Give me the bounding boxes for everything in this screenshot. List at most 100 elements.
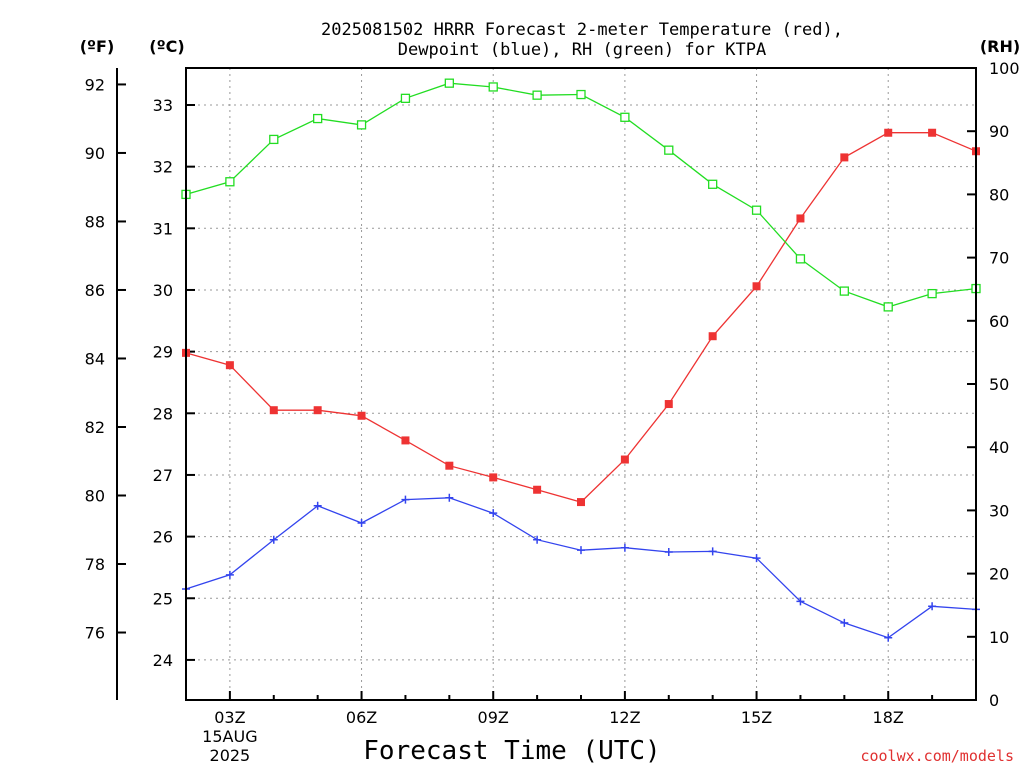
celsius-tick-label: 29	[153, 343, 173, 362]
rh-tick-label: 90	[989, 122, 1009, 141]
fahrenheit-tick-label: 76	[85, 624, 105, 643]
temperature-line	[185, 132, 977, 503]
dewpoint-point	[489, 509, 498, 518]
rh-axis: 0 10 20 30 40 50 60 70 80 90 100	[967, 59, 1020, 710]
dewpoint-point	[884, 633, 893, 642]
rh-unit-label: (RH)	[980, 37, 1020, 56]
x-axis-label: Forecast Time (UTC)	[363, 736, 660, 766]
temperature-point	[489, 473, 498, 482]
x-tick-label: 12Z	[609, 708, 640, 727]
x-tick-label: 06Z	[346, 708, 377, 727]
dewpoint-point	[357, 519, 366, 528]
dewpoint-point	[225, 570, 234, 579]
rh-point	[927, 288, 937, 299]
rh-tick-label: 10	[989, 628, 1009, 647]
credit-text: coolwx.com/models	[860, 747, 1014, 765]
rh-tick-label: 30	[989, 501, 1009, 520]
plot-frame	[185, 67, 977, 701]
chart-title-line2: Dewpoint (blue), RH (green) for KTPA	[398, 40, 766, 60]
temperature-point	[445, 461, 454, 470]
rh-point	[664, 145, 674, 155]
celsius-tick-label: 24	[153, 651, 173, 670]
rh-point	[532, 90, 542, 100]
chart-title-line1: 2025081502 HRRR Forecast 2-meter Tempera…	[321, 20, 843, 40]
rh-point	[444, 78, 454, 88]
rh-point	[313, 113, 323, 124]
celsius-tick-label: 31	[153, 219, 173, 238]
dewpoint-point	[577, 546, 585, 555]
x-tick-date-label: 15AUG	[202, 727, 257, 746]
temperature-point	[708, 332, 717, 341]
temperature-point	[401, 436, 410, 445]
dewpoint-point	[401, 495, 410, 504]
fahrenheit-tick-label: 88	[85, 212, 105, 231]
temperature-point	[357, 411, 366, 420]
rh-tick-label: 20	[989, 565, 1009, 584]
series-layer	[181, 78, 981, 642]
rh-tick-label: 40	[989, 438, 1009, 457]
rh-tick-label: 70	[989, 249, 1009, 268]
dewpoint-series	[182, 493, 980, 642]
celsius-tick-label: 28	[153, 404, 173, 423]
temperature-point	[225, 361, 234, 370]
rh-tick-label: 100	[989, 59, 1020, 78]
dewpoint-point	[752, 554, 761, 563]
rh-tick-label: 50	[989, 375, 1009, 394]
x-tick-label: 18Z	[873, 708, 904, 727]
temperature-point	[577, 498, 585, 507]
fahrenheit-tick-label: 86	[85, 281, 105, 300]
temperature-point	[884, 128, 893, 137]
dewpoint-point	[664, 548, 673, 557]
temperature-series	[182, 128, 980, 507]
rh-tick-label: 80	[989, 185, 1009, 204]
temperature-point	[840, 153, 849, 162]
fahrenheit-tick-label: 80	[85, 486, 105, 505]
rh-tick-label: 60	[989, 312, 1009, 331]
temperature-point	[796, 214, 805, 223]
rh-series	[181, 78, 981, 312]
rh-point	[356, 120, 367, 130]
rh-point	[883, 302, 893, 312]
temperature-point	[620, 455, 629, 464]
x-tick-label: 15Z	[741, 708, 772, 727]
rh-point	[751, 205, 762, 215]
celsius-axis: 24 25 26 27 28 29 30 31 32 33	[153, 96, 195, 670]
celsius-tick-label: 33	[153, 96, 173, 115]
x-tick-label: 09Z	[478, 708, 509, 727]
fahrenheit-tick-label: 92	[85, 75, 105, 94]
dewpoint-point	[445, 493, 454, 502]
celsius-unit-label: (ºC)	[149, 37, 184, 56]
temperature-point	[752, 282, 761, 291]
celsius-tick-label: 25	[153, 589, 173, 608]
rh-point	[269, 134, 279, 145]
dewpoint-point	[313, 501, 322, 510]
celsius-tick-label: 30	[153, 281, 173, 300]
rh-tick-label: 0	[989, 691, 999, 710]
fahrenheit-unit-label: (ºF)	[80, 37, 115, 56]
fahrenheit-tick-label: 90	[85, 144, 105, 163]
dewpoint-line	[185, 497, 977, 639]
temperature-point	[313, 406, 322, 415]
celsius-tick-label: 26	[153, 528, 173, 547]
dewpoint-point	[533, 535, 542, 544]
fahrenheit-tick-label: 78	[85, 555, 105, 574]
temperature-point	[269, 406, 278, 415]
rh-point	[225, 177, 235, 187]
rh-point	[708, 179, 718, 189]
fahrenheit-axis: 76 78 80 82 84 86 88 90 92	[85, 68, 126, 700]
rh-point	[839, 286, 849, 296]
grid-lines	[186, 68, 976, 700]
fahrenheit-tick-label: 84	[85, 349, 105, 368]
fahrenheit-tick-label: 82	[85, 418, 105, 437]
rh-point	[488, 82, 498, 92]
dewpoint-point	[269, 535, 278, 544]
rh-point	[620, 112, 630, 122]
x-tick-year-label: 2025	[210, 746, 251, 765]
x-tick-label: 03Z	[214, 708, 245, 727]
rh-point	[795, 254, 806, 264]
dewpoint-point	[620, 543, 629, 552]
dewpoint-point	[928, 602, 937, 611]
dewpoint-point	[796, 597, 805, 606]
